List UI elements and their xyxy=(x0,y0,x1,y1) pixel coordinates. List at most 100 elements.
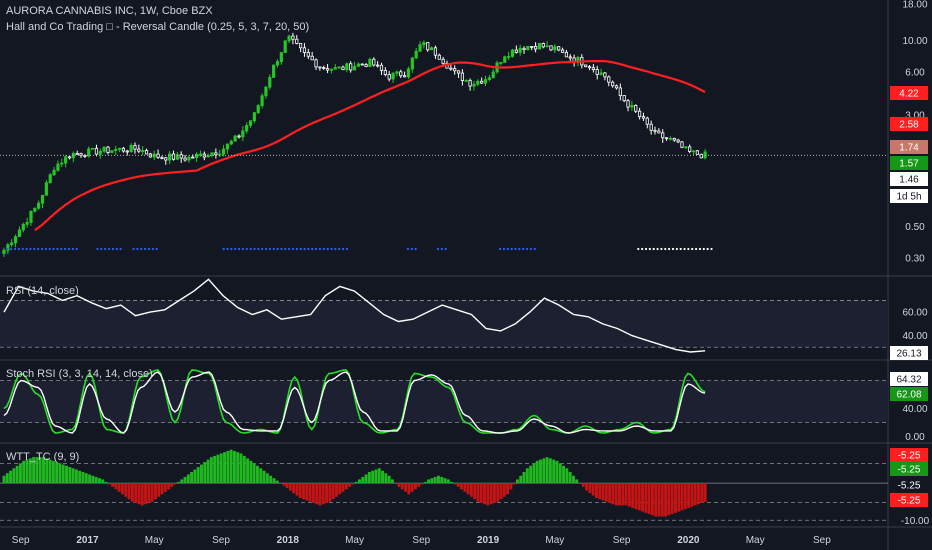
wtt-bar xyxy=(657,483,661,517)
wtt-bar xyxy=(361,476,365,484)
wtt-bar xyxy=(246,458,250,484)
wtt-bar xyxy=(176,481,180,484)
price-candle xyxy=(699,153,703,159)
wtt-bar xyxy=(407,483,411,495)
wtt-bar xyxy=(22,460,26,484)
price-candle xyxy=(144,150,149,155)
price-candle xyxy=(352,65,357,71)
price-candle xyxy=(29,210,33,223)
price-candle xyxy=(630,104,634,108)
signal-dot xyxy=(230,247,233,251)
signal-dot xyxy=(675,247,678,251)
wtt-bar xyxy=(81,472,85,484)
wtt-bar xyxy=(624,483,628,506)
wtt-bar xyxy=(117,483,121,492)
wtt-bar xyxy=(328,483,332,502)
wtt-bar xyxy=(575,479,579,484)
signal-dot xyxy=(268,247,271,251)
price-candle xyxy=(387,74,391,80)
price-candle xyxy=(399,71,403,77)
price-candle xyxy=(117,147,122,150)
price-badge-label: 1.74 xyxy=(899,143,919,154)
time-axis-tick: May xyxy=(746,535,765,546)
price-candle xyxy=(584,64,588,68)
price-candle xyxy=(676,139,680,143)
price-candle xyxy=(221,148,226,155)
price-badge xyxy=(890,172,928,186)
wtt-bar xyxy=(12,468,16,484)
time-axis-tick: Sep xyxy=(613,535,631,546)
signal-dot xyxy=(698,247,702,251)
wtt-badge xyxy=(890,493,928,507)
signal-dot xyxy=(132,247,135,251)
signal-dot xyxy=(303,247,306,251)
wtt-bar xyxy=(634,483,638,510)
wtt-pane-title: WTT_TC (9, 9) xyxy=(6,451,80,463)
wtt-bar xyxy=(331,483,335,500)
price-candle xyxy=(341,66,345,71)
signal-dot xyxy=(295,247,298,251)
signal-dot xyxy=(264,247,268,251)
signal-dot xyxy=(436,247,440,251)
price-candle xyxy=(460,72,464,82)
price-candle xyxy=(187,156,191,161)
signal-dot xyxy=(140,247,143,251)
signal-dot xyxy=(525,247,529,251)
wtt-bar xyxy=(298,483,302,498)
wtt-bar xyxy=(693,483,697,506)
rsi-line xyxy=(3,278,706,353)
price-candle xyxy=(453,68,457,72)
price-candle xyxy=(661,132,665,139)
wtt-badge-label: -5.25 xyxy=(898,496,921,507)
signal-dot xyxy=(56,247,59,251)
wtt-bar xyxy=(32,457,36,484)
wtt-bar xyxy=(206,459,210,484)
price-candle xyxy=(322,67,326,69)
wtt-bar xyxy=(618,483,621,506)
wtt-bar xyxy=(594,483,598,498)
price-candle xyxy=(268,77,272,88)
signal-dot xyxy=(75,247,78,251)
wtt-bar xyxy=(252,463,256,484)
wtt-bar xyxy=(42,457,45,484)
wtt-bar xyxy=(604,483,608,502)
wtt-bar xyxy=(400,483,404,490)
price-candle xyxy=(441,58,445,64)
wtt-bar xyxy=(35,457,39,484)
price-candle xyxy=(568,56,572,59)
wtt-bar xyxy=(601,483,605,501)
signal-dot xyxy=(151,247,154,251)
wtt-bar xyxy=(621,483,625,506)
signal-dot xyxy=(288,247,291,251)
signal-dot xyxy=(111,247,114,251)
wtt-bar xyxy=(150,483,154,502)
price-candle xyxy=(641,116,646,119)
time-axis-tick: 2017 xyxy=(76,535,99,546)
signal-dot xyxy=(529,247,533,251)
wtt-bar xyxy=(430,478,434,484)
price-candle xyxy=(537,43,542,50)
wtt-bar xyxy=(311,483,315,503)
price-candle xyxy=(503,56,507,63)
price-axis-tick: 18.00 xyxy=(902,0,927,11)
price-candle xyxy=(252,112,256,122)
wtt-bar xyxy=(417,483,421,487)
wtt-bar xyxy=(614,483,618,506)
price-candle xyxy=(345,63,349,71)
wtt-bar xyxy=(183,476,187,484)
time-axis-tick: 2020 xyxy=(677,535,700,546)
price-candle xyxy=(48,174,52,184)
price-candle xyxy=(695,150,699,155)
price-candle xyxy=(160,157,164,159)
wtt-bar xyxy=(226,450,230,484)
signal-dot xyxy=(656,247,659,251)
indicator-title: Hall and Co Trading □ - Reversal Candle … xyxy=(6,21,310,33)
wtt-bar xyxy=(413,483,417,490)
price-candle xyxy=(587,66,592,69)
price-candle xyxy=(472,83,476,87)
wtt-bar xyxy=(302,483,305,500)
price-candle xyxy=(229,140,233,145)
price-candle xyxy=(214,152,218,156)
wtt-bar xyxy=(344,483,348,490)
